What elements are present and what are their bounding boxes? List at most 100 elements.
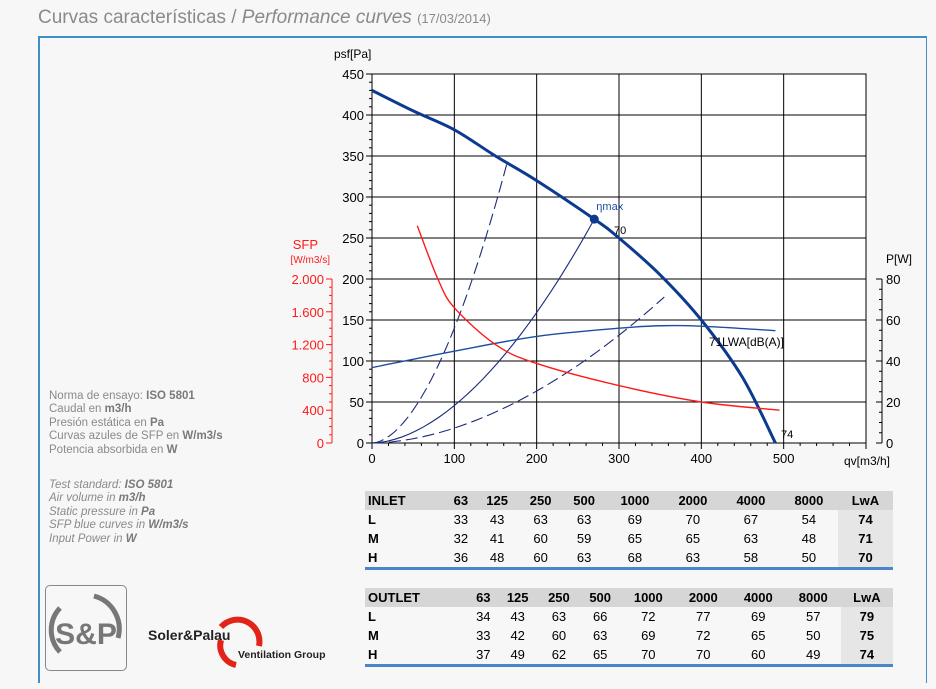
notes: Norma de ensayo: ISO 5801 Caudal en m3/h P… — [49, 390, 223, 546]
x-tick-label: 300 — [608, 451, 630, 466]
col-header: 8000 — [779, 491, 838, 510]
cell: 63 — [533, 512, 548, 527]
svg-text:S&P: S&P — [55, 618, 117, 651]
cell: 68 — [605, 548, 664, 570]
y-tick-label: 250 — [342, 231, 364, 246]
table-row: H 37 49 62 65 70 70 60 49 74 — [365, 645, 893, 667]
table-row: M 33 42 60 63 69 72 65 50 75 — [365, 626, 893, 645]
system-curve — [371, 159, 509, 444]
sfp-axis-label: SFP — [293, 237, 318, 252]
cell: 32 — [453, 531, 469, 546]
cell: 65 — [751, 628, 766, 643]
col-header: 250 — [538, 588, 580, 607]
power-tick-label: 0 — [886, 436, 893, 451]
x-tick-label: 0 — [368, 451, 375, 466]
notes-es: Norma de ensayo: ISO 5801 Caudal en m3/h P… — [49, 390, 223, 457]
y-tick-label: 300 — [342, 190, 364, 205]
cell: 34 — [476, 609, 491, 624]
col-header: 63 — [469, 588, 498, 607]
cell: 74 — [837, 510, 893, 529]
x-tick-label: 100 — [443, 451, 465, 466]
cell: 33 — [453, 512, 469, 527]
cell: M — [368, 531, 379, 546]
chart-frame — [38, 36, 927, 683]
cell: 67 — [743, 512, 759, 527]
cell: 79 — [840, 607, 893, 626]
system-curve — [371, 296, 665, 444]
y-tick-label: 200 — [342, 272, 364, 287]
sp-logo: S&P — [45, 585, 127, 671]
cell: 63 — [576, 512, 592, 527]
sfp-tick-label: 1.600 — [291, 305, 324, 320]
note-line: Potencia absorbida en W — [49, 443, 178, 456]
cell: 50 — [779, 548, 838, 570]
sfp-tick-label: 2.000 — [291, 272, 324, 287]
note-line: Norma de ensayo: ISO 5801 — [49, 390, 195, 402]
cell: 57 — [806, 609, 821, 624]
sfp-tick-label: 800 — [302, 370, 324, 385]
col-header: 2000 — [675, 588, 731, 607]
col-header: 125 — [475, 491, 519, 510]
cell: 37 — [469, 645, 498, 667]
cell: M — [368, 628, 379, 643]
lw-label-70: 70 — [614, 225, 626, 237]
cell: 58 — [721, 548, 780, 570]
col-header: OUTLET — [365, 588, 470, 607]
power-tick-label: 80 — [886, 272, 900, 287]
note-line: Presión estática en Pa — [49, 416, 165, 429]
cell: 69 — [627, 512, 643, 527]
outlet-table: OUTLET 63 125 250 500 1000 2000 4000 8000 LwA L 34 4… — [365, 588, 893, 667]
table-row: L 34 43 63 66 72 77 69 57 79 — [365, 607, 893, 626]
table-row: M 32 41 60 59 65 65 63 48 71 — [365, 529, 893, 548]
cell: 72 — [696, 628, 711, 643]
power-tick-label: 40 — [886, 354, 900, 369]
brand-name: Soler&Palau — [148, 627, 231, 643]
cell: 50 — [806, 628, 821, 643]
x-axis-label: qv[m3/h] — [844, 454, 890, 468]
notes-en: Test standard: ISO 5801 Air volume in m3/… — [49, 479, 223, 546]
note-line: Static pressure in Pa — [49, 505, 156, 518]
col-header: 2000 — [663, 491, 722, 510]
cell: 74 — [840, 645, 893, 667]
cell: 77 — [696, 609, 711, 624]
cell: 70 — [620, 645, 676, 667]
y-tick-label: 450 — [342, 67, 364, 82]
cell: 63 — [551, 609, 567, 624]
note-line: Curvas azules de SFP en W/m3/s — [49, 430, 223, 443]
title-en: Performance curves — [241, 7, 412, 28]
sfp-axis-unit: [W/m3/s] — [291, 255, 331, 266]
cell: 33 — [476, 628, 491, 643]
cell: 43 — [510, 609, 525, 624]
cell: H — [365, 645, 470, 667]
x-tick-label: 200 — [526, 451, 548, 466]
cell: 63 — [562, 548, 606, 570]
page-title: Curvas características / Performance cur… — [38, 7, 491, 29]
cell: 75 — [840, 626, 893, 645]
cell: 43 — [489, 512, 505, 527]
cell: 65 — [579, 645, 621, 667]
cell: 70 — [685, 512, 701, 527]
col-header: 8000 — [785, 588, 841, 607]
y-tick-label: 400 — [342, 108, 364, 123]
col-header: 500 — [562, 491, 606, 510]
cell: 66 — [592, 609, 608, 624]
eta-max-point — [589, 214, 599, 224]
cell: L — [368, 512, 376, 527]
col-header: LwA — [837, 491, 893, 510]
note-line: SFP blue curves in W/m3/s — [49, 519, 189, 532]
system-curve — [371, 218, 595, 444]
note-line: Caudal en m3/h — [49, 403, 132, 416]
lw-label-74: 74 — [781, 429, 793, 441]
y-tick-label: 150 — [342, 313, 364, 328]
cell: 60 — [533, 531, 548, 546]
col-header: INLET — [365, 491, 447, 510]
cell: 63 — [663, 548, 722, 570]
title-es: Curvas características / — [38, 7, 237, 28]
cell: 48 — [801, 531, 817, 546]
y-tick-label: 0 — [357, 436, 364, 451]
y-tick-label: 50 — [350, 395, 364, 410]
sfp-tick-label: 1.200 — [291, 338, 324, 353]
note-line: Input Power in W — [49, 532, 137, 545]
cell: 72 — [641, 609, 656, 624]
